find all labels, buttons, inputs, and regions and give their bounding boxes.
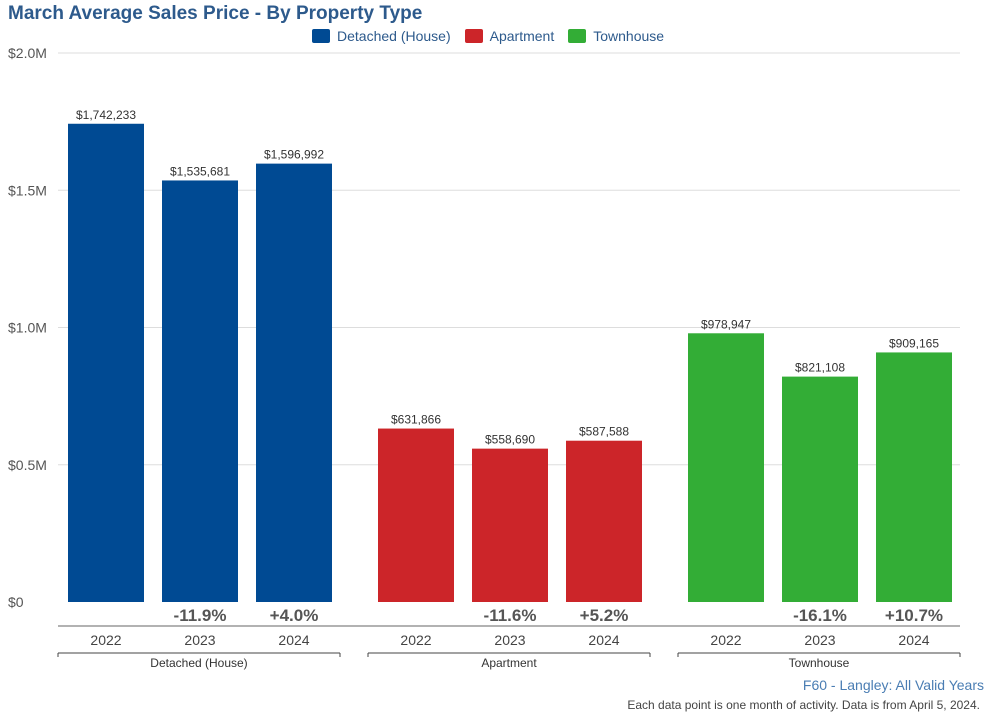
legend-swatch-townhouse bbox=[568, 29, 587, 43]
percent-change-label: +5.2% bbox=[580, 606, 629, 625]
x-tick-label-year: 2022 bbox=[400, 632, 431, 648]
legend-label-apartment: Apartment bbox=[489, 28, 555, 44]
x-tick-label-year: 2024 bbox=[898, 632, 929, 648]
x-tick-label-year: 2022 bbox=[710, 632, 741, 648]
percent-change-label: -11.6% bbox=[484, 606, 537, 625]
bar-value-label: $587,588 bbox=[579, 425, 629, 439]
bar-value-label: $978,947 bbox=[701, 317, 751, 331]
bar-value-label: $909,165 bbox=[889, 336, 939, 350]
bar-value-label: $1,596,992 bbox=[264, 148, 324, 162]
legend-item-apartment[interactable]: Apartment bbox=[464, 28, 555, 44]
bar bbox=[876, 352, 952, 602]
legend-swatch-apartment bbox=[464, 29, 483, 43]
bar-value-label: $1,742,233 bbox=[76, 108, 136, 122]
chart-title: March Average Sales Price - By Property … bbox=[8, 3, 423, 24]
percent-change-label: -11.9% bbox=[174, 606, 227, 625]
bar bbox=[68, 123, 144, 602]
bar bbox=[378, 428, 454, 602]
chart-legend: Detached (House) Apartment Townhouse bbox=[312, 28, 678, 44]
legend-label-townhouse: Townhouse bbox=[593, 28, 665, 44]
bar bbox=[162, 180, 238, 602]
y-tick-label: $2.0M bbox=[8, 45, 47, 61]
bar-value-label: $558,690 bbox=[485, 433, 535, 447]
y-tick-label: $1.0M bbox=[8, 320, 47, 336]
y-tick-label: $0 bbox=[8, 594, 24, 610]
group-label: Detached (House) bbox=[150, 656, 247, 670]
bar bbox=[782, 376, 858, 602]
x-tick-label-year: 2023 bbox=[494, 632, 525, 648]
bar-chart: $0 $0.5M $1.0M $1.5M $2.0M $1,742,233 2022 $1,5… bbox=[8, 45, 961, 670]
footer-note: Each data point is one month of activity… bbox=[627, 698, 980, 712]
x-tick-label-year: 2023 bbox=[184, 632, 215, 648]
bar bbox=[256, 163, 332, 602]
legend-item-townhouse[interactable]: Townhouse bbox=[568, 28, 664, 44]
percent-change-label: +4.0% bbox=[270, 606, 319, 625]
legend-swatch-detached bbox=[312, 29, 330, 43]
group-label: Apartment bbox=[481, 656, 537, 670]
percent-change-label: -16.1% bbox=[793, 606, 847, 625]
percent-change-label: +10.7% bbox=[885, 606, 943, 625]
bar bbox=[472, 448, 548, 602]
x-tick-label-year: 2024 bbox=[588, 632, 619, 648]
x-tick-label-year: 2023 bbox=[804, 632, 835, 648]
footer-region-label[interactable]: F60 - Langley: All Valid Years bbox=[802, 677, 984, 693]
bar bbox=[566, 440, 642, 602]
bar bbox=[688, 333, 764, 602]
bar-value-label: $1,535,681 bbox=[170, 164, 230, 178]
x-tick-label-year: 2022 bbox=[90, 632, 121, 648]
legend-item-detached[interactable]: Detached (House) bbox=[312, 28, 451, 44]
x-tick-label-year: 2024 bbox=[278, 632, 309, 648]
legend-label-detached: Detached (House) bbox=[337, 28, 451, 44]
bar-value-label: $821,108 bbox=[795, 361, 845, 375]
y-tick-label: $1.5M bbox=[8, 182, 47, 198]
bar-value-label: $631,866 bbox=[391, 413, 441, 427]
group-label: Townhouse bbox=[789, 656, 850, 670]
y-tick-label: $0.5M bbox=[8, 457, 47, 473]
